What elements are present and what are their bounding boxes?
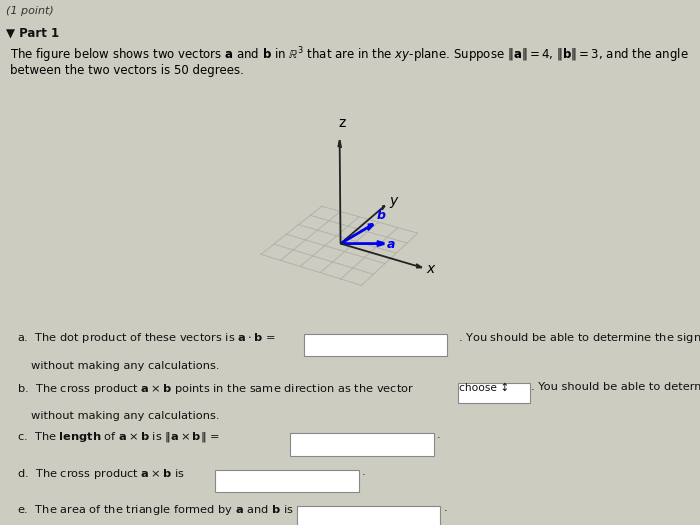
Text: . You should be able to determine the sign of $\mathbf{a} \cdot \mathbf{b}$: . You should be able to determine the si…	[458, 331, 700, 345]
Text: .: .	[444, 503, 447, 513]
Text: choose ↕: choose ↕	[459, 383, 509, 393]
Text: The figure below shows two vectors $\mathbf{a}$ and $\mathbf{b}$ in $\mathbb{R}^: The figure below shows two vectors $\mat…	[10, 46, 690, 65]
Text: ▼ Part 1: ▼ Part 1	[6, 27, 59, 39]
FancyBboxPatch shape	[216, 470, 358, 492]
Text: between the two vectors is 50 degrees.: between the two vectors is 50 degrees.	[10, 65, 244, 77]
Text: . You should be able to determine this: . You should be able to determine this	[531, 382, 700, 392]
Text: without making any calculations.: without making any calculations.	[31, 361, 220, 371]
Text: .: .	[362, 467, 365, 477]
Text: (1 point): (1 point)	[6, 5, 53, 16]
Text: d.  The cross product $\mathbf{a} \times \mathbf{b}$ is: d. The cross product $\mathbf{a} \times …	[18, 467, 185, 480]
Text: .: .	[437, 430, 441, 440]
FancyBboxPatch shape	[297, 506, 440, 525]
FancyBboxPatch shape	[458, 383, 530, 403]
Text: without making any calculations.: without making any calculations.	[31, 412, 220, 422]
Text: b.  The cross product $\mathbf{a} \times \mathbf{b}$ points in the same directio: b. The cross product $\mathbf{a} \times …	[18, 382, 414, 396]
Text: a.  The dot product of these vectors is $\mathbf{a} \cdot \mathbf{b}$ =: a. The dot product of these vectors is $…	[18, 331, 276, 345]
Text: e.  The area of the triangle formed by $\mathbf{a}$ and $\mathbf{b}$ is: e. The area of the triangle formed by $\…	[18, 503, 294, 517]
Text: c.  The $\mathbf{length}$ of $\mathbf{a} \times \mathbf{b}$ is $\|\mathbf{a} \ti: c. The $\mathbf{length}$ of $\mathbf{a} …	[18, 430, 220, 444]
FancyBboxPatch shape	[304, 334, 447, 356]
FancyBboxPatch shape	[290, 434, 433, 456]
